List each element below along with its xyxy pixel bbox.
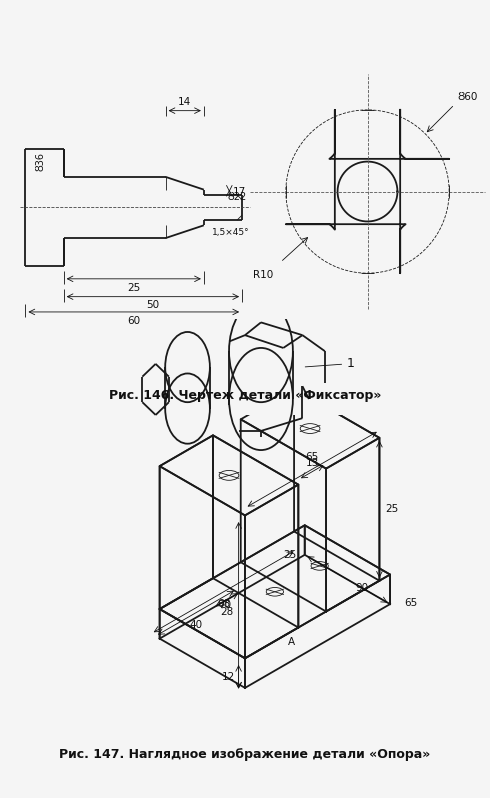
Text: Ȣ60: Ȣ60: [457, 92, 478, 101]
Text: 12: 12: [221, 672, 235, 681]
Text: A: A: [288, 638, 294, 647]
Text: Ȣ22: Ȣ22: [228, 192, 247, 202]
Text: R10: R10: [253, 271, 273, 280]
Text: 1: 1: [305, 357, 355, 370]
Text: Рис. 147. Наглядное изображение детали «Опора»: Рис. 147. Наглядное изображение детали «…: [59, 748, 431, 760]
Text: 65: 65: [404, 598, 417, 608]
Text: 70: 70: [218, 600, 231, 610]
Text: Рис. 146. Чертеж детали «Фиксатор»: Рис. 146. Чертеж детали «Фиксатор»: [109, 389, 381, 401]
Text: Ȣ36: Ȣ36: [36, 152, 46, 171]
Text: 40: 40: [189, 620, 202, 630]
Text: 68: 68: [217, 599, 230, 610]
Text: 25: 25: [127, 282, 141, 293]
Text: 65: 65: [306, 452, 319, 461]
Text: 25: 25: [283, 550, 296, 560]
Text: 90: 90: [355, 583, 368, 593]
Text: 50: 50: [147, 301, 159, 310]
Text: 17: 17: [233, 188, 246, 197]
Text: 25: 25: [385, 504, 398, 514]
Text: 1,5×45°: 1,5×45°: [212, 228, 249, 237]
Text: 60: 60: [127, 316, 140, 326]
Text: 13: 13: [306, 458, 319, 468]
Text: 28: 28: [220, 607, 234, 618]
Text: 14: 14: [178, 97, 192, 107]
